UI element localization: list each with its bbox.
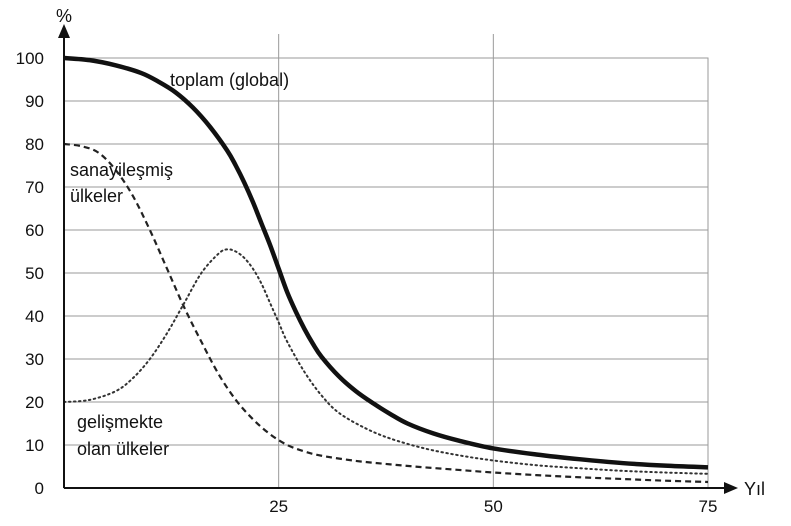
- annotation-sanayi-line1: sanayileşmiş: [70, 160, 173, 180]
- grid: [63, 34, 709, 489]
- x-axis-title: Yıl: [744, 479, 765, 499]
- series-line-sanayi: [63, 142, 709, 484]
- annotation-sanayi-line2: ülkeler: [70, 186, 123, 206]
- x-tick-label: 75: [699, 497, 718, 516]
- annotations: toplam (global) sanayileşmiş ülkeler gel…: [70, 70, 289, 459]
- series-line-toplam: [63, 55, 709, 470]
- series-layer: [63, 55, 709, 484]
- tick-labels: 0 10 20 30 40 50 60 70 80 90 100 25 50 75: [16, 49, 718, 516]
- x-axis-arrow-icon: [724, 482, 738, 494]
- annotation-gelisme-line1: gelişmekte: [77, 412, 163, 432]
- y-tick-label: 70: [25, 178, 44, 197]
- y-tick-label: 40: [25, 307, 44, 326]
- annotation-toplam: toplam (global): [170, 70, 289, 90]
- y-axis-arrow-icon: [58, 24, 70, 38]
- y-tick-label: 60: [25, 221, 44, 240]
- y-axis-title: %: [56, 6, 72, 26]
- y-tick-label: 20: [25, 393, 44, 412]
- y-tick-label: 30: [25, 350, 44, 369]
- x-tick-label: 25: [269, 497, 288, 516]
- series-line-gelisme: [63, 248, 709, 475]
- y-tick-label: 10: [25, 436, 44, 455]
- y-tick-label: 90: [25, 92, 44, 111]
- y-tick-label: 100: [16, 49, 44, 68]
- annotation-gelisme-line2: olan ülkeler: [77, 439, 169, 459]
- x-tick-label: 50: [484, 497, 503, 516]
- axes: [58, 24, 738, 494]
- y-tick-label: 50: [25, 264, 44, 283]
- y-tick-label: 80: [25, 135, 44, 154]
- y-tick-label: 0: [35, 479, 44, 498]
